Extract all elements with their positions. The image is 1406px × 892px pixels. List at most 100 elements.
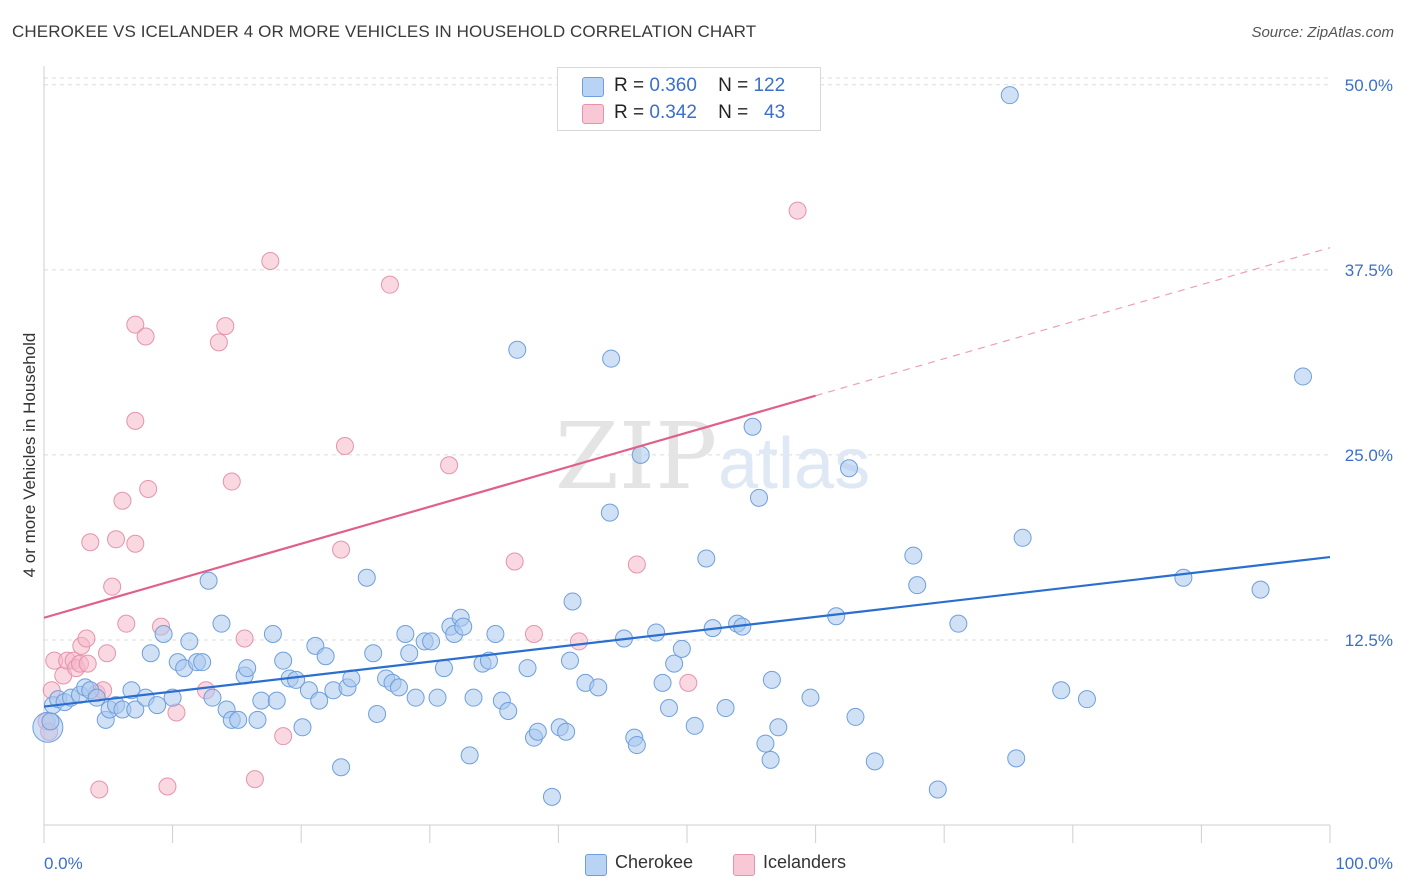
icelanders-point	[126, 534, 145, 553]
icelanders-point	[107, 530, 126, 549]
legend-label-icelanders: Icelanders	[763, 852, 847, 872]
icelanders-point	[136, 327, 155, 346]
cherokee-point	[949, 614, 968, 633]
icelanders-point	[209, 333, 228, 352]
legend-swatch-icelanders	[733, 854, 755, 876]
cherokee-point	[801, 688, 820, 707]
icelanders-point	[98, 644, 117, 663]
cherokee-point	[928, 780, 947, 799]
chart-source: Source: ZipAtlas.com	[1251, 24, 1394, 41]
icelanders-point	[139, 479, 158, 498]
cherokee-point	[180, 632, 199, 651]
cherokee-point	[528, 722, 547, 741]
cherokee-point	[332, 758, 351, 777]
cherokee-point	[422, 632, 441, 651]
icelanders-point	[569, 632, 588, 651]
cherokee-point	[274, 651, 293, 670]
icelanders-point	[679, 673, 698, 692]
icelanders-point	[126, 411, 145, 430]
legend-n-label: N =	[718, 102, 749, 123]
cherokee-point	[400, 644, 419, 663]
legend-n-value: 122	[753, 75, 786, 96]
x-tick-label: 0.0%	[44, 854, 83, 873]
icelanders-point	[216, 317, 235, 336]
cherokee-point	[716, 699, 735, 718]
cherokee-point	[761, 750, 780, 769]
cherokee-point	[563, 592, 582, 611]
cherokee-point	[1077, 690, 1096, 709]
legend-swatch-cherokee	[582, 77, 604, 97]
cherokee-point	[840, 459, 859, 478]
cherokee-point	[486, 625, 505, 644]
icelanders-point	[158, 777, 177, 796]
legend-r-value: 0.360	[649, 75, 697, 96]
icelanders-point	[505, 552, 524, 571]
cherokee-point	[560, 651, 579, 670]
cherokee-point	[126, 700, 145, 719]
cherokee-point	[193, 653, 212, 672]
cherokee-point	[1013, 528, 1032, 547]
icelanders-point	[222, 472, 241, 491]
cherokee-point	[518, 659, 537, 678]
legend-label-cherokee: Cherokee	[615, 852, 694, 872]
legend-n-label: N =	[718, 75, 749, 96]
icelanders-trend-line	[43, 394, 816, 619]
legend-r-label: R =	[614, 102, 645, 123]
icelanders-point	[332, 540, 351, 559]
cherokee-point	[396, 625, 415, 644]
icelanders-point	[90, 780, 109, 799]
cherokee-point	[464, 688, 483, 707]
icelanders-point	[335, 437, 354, 456]
x-tick-label: 100.0%	[1335, 854, 1393, 873]
y-axis-title: 4 or more Vehicles in Household	[20, 332, 39, 578]
legend-swatch-cherokee	[585, 854, 607, 876]
cherokee-point	[293, 718, 312, 737]
cherokee-point	[199, 571, 218, 590]
icelanders-point	[380, 275, 399, 294]
cherokee-point	[756, 734, 775, 753]
cherokee-point	[542, 787, 561, 806]
cherokee-point	[1007, 749, 1026, 768]
trend-lines	[43, 247, 1331, 708]
cherokee-point	[602, 349, 621, 368]
cherokee-points	[32, 86, 1312, 806]
icelanders-point	[78, 654, 97, 673]
cherokee-point	[434, 659, 453, 678]
icelanders-point	[126, 315, 145, 334]
cherokee-point	[460, 746, 479, 765]
cherokee-point	[600, 503, 619, 522]
cherokee-point	[908, 576, 927, 595]
icelanders-point	[627, 555, 646, 574]
cherokee-point	[252, 691, 271, 710]
cherokee-point	[148, 696, 167, 715]
icelanders-point	[113, 491, 132, 510]
icelanders-point	[788, 201, 807, 220]
cherokee-point	[122, 681, 141, 700]
icelanders-point	[167, 703, 186, 722]
y-tick-label: 12.5%	[1345, 631, 1393, 650]
chart-title: CHEROKEE VS ICELANDER 4 OR MORE VEHICLES…	[12, 22, 757, 41]
cherokee-point	[203, 688, 222, 707]
cherokee-point	[865, 752, 884, 771]
icelanders-point	[81, 533, 100, 552]
cherokee-point	[589, 678, 608, 697]
icelanders-point	[103, 577, 122, 596]
cherokee-point	[762, 670, 781, 689]
cherokee-point	[263, 625, 282, 644]
cherokee-point	[750, 488, 769, 507]
cherokee-point	[827, 607, 846, 626]
cherokee-point	[1052, 681, 1071, 700]
cherokee-point	[87, 688, 106, 707]
cherokee-point	[154, 625, 173, 644]
cherokee-point	[743, 417, 762, 436]
cherokee-point	[41, 712, 60, 731]
cherokee-point	[368, 704, 387, 723]
correlation-legend: R = 0.360 N = 122 R = 0.342 N = 43	[557, 67, 821, 131]
y-tick-label: 37.5%	[1345, 261, 1393, 280]
legend-r-value: 0.342	[649, 102, 697, 123]
cherokee-point	[212, 614, 231, 633]
cherokee-point	[316, 647, 335, 666]
cherokee-point	[141, 644, 160, 663]
cherokee-point	[238, 659, 257, 678]
